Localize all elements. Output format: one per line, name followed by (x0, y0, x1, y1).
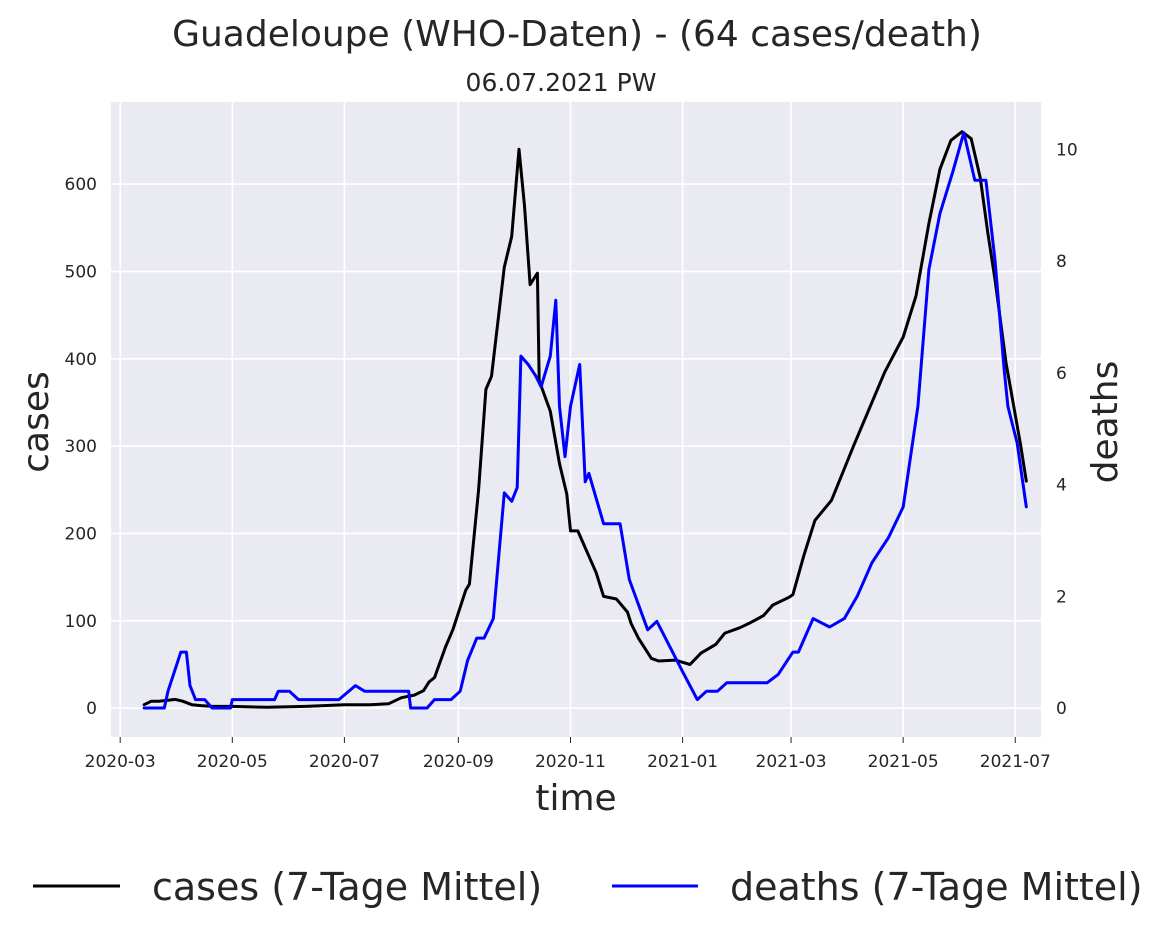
left-y-axis-label: cases (16, 371, 57, 473)
left-y-tick-label: 100 (65, 612, 97, 632)
x-tick-label: 2021-07 (980, 752, 1051, 772)
x-tick-label: 2021-03 (756, 752, 827, 772)
left-y-tick-label: 200 (65, 524, 97, 544)
right-y-tick-label: 8 (1056, 252, 1067, 272)
series-layer (142, 130, 1028, 710)
left-y-tick-label: 600 (65, 175, 97, 195)
right-y-axis-label: deaths (1085, 361, 1126, 484)
right-y-tick-label: 6 (1056, 364, 1067, 384)
x-tick-label: 2020-05 (197, 752, 268, 772)
x-axis-label: time (535, 778, 616, 819)
legend: cases (7-Tage Mittel) deaths (7-Tage Mit… (33, 865, 1143, 909)
right-y-tick-label: 2 (1056, 587, 1067, 607)
chart-title: Guadeloupe (WHO-Daten) - (64 cases/death… (172, 14, 982, 55)
left-y-tick-labels: 0 100 200 300 400 500 600 (65, 175, 97, 719)
x-tick-label: 2020-11 (535, 752, 606, 772)
series-line-deaths (142, 131, 1028, 710)
legend-label-cases: cases (7-Tage Mittel) (152, 865, 542, 909)
plot-area (111, 102, 1041, 737)
x-tick-label: 2021-01 (647, 752, 718, 772)
x-tick-label: 2020-07 (309, 752, 380, 772)
right-y-tick-label: 4 (1056, 476, 1067, 496)
x-tick-labels: 2020-03 2020-05 2020-07 2020-09 2020-11 2021-… (85, 737, 1051, 772)
right-y-tick-labels: 0 2 4 6 8 10 (1056, 140, 1078, 718)
x-tick-label: 2020-09 (423, 752, 494, 772)
x-tick-label: 2020-03 (85, 752, 156, 772)
left-y-tick-label: 500 (65, 262, 97, 282)
left-y-tick-label: 0 (86, 699, 97, 719)
right-y-tick-label: 0 (1056, 699, 1067, 719)
series-line-cases (142, 130, 1028, 709)
x-tick-label: 2021-05 (868, 752, 939, 772)
left-y-tick-label: 400 (65, 350, 97, 370)
left-y-tick-label: 300 (65, 437, 97, 457)
right-y-tick-label: 10 (1056, 140, 1078, 160)
legend-label-deaths: deaths (7-Tage Mittel) (730, 865, 1143, 909)
chart-subtitle: 06.07.2021 PW (466, 68, 657, 97)
